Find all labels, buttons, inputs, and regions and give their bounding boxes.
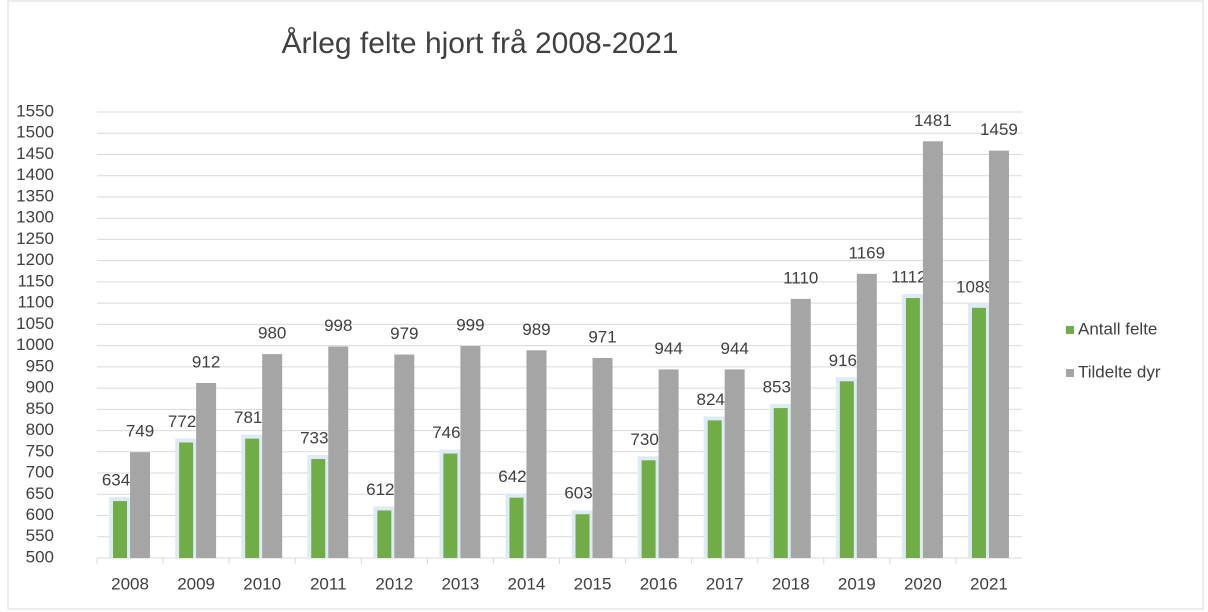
bar	[394, 354, 415, 558]
x-tick-label: 2011	[310, 574, 347, 593]
data-label: 971	[588, 327, 616, 346]
data-label: 733	[300, 429, 328, 448]
y-tick-label: 750	[26, 441, 54, 460]
bar	[526, 350, 547, 558]
data-label: 980	[258, 324, 286, 343]
bar	[922, 141, 943, 558]
y-tick-label: 650	[26, 484, 54, 503]
data-label: 749	[126, 422, 154, 441]
bar	[377, 510, 392, 558]
x-tick-label: 2010	[243, 574, 281, 593]
y-tick-label: 1250	[16, 229, 54, 248]
y-tick-label: 850	[26, 399, 54, 418]
data-label: 730	[630, 430, 658, 449]
bar	[262, 354, 283, 558]
y-tick-label: 1500	[16, 123, 54, 142]
bar	[311, 459, 326, 558]
data-label: 979	[390, 324, 418, 343]
x-tick-label: 2014	[508, 574, 546, 593]
bar	[509, 497, 524, 558]
data-label: 746	[432, 423, 460, 442]
data-label: 916	[829, 351, 857, 370]
y-tick-label: 1350	[16, 186, 54, 205]
data-label: 944	[720, 339, 748, 358]
data-label: 642	[498, 467, 526, 486]
bar	[971, 307, 986, 558]
bar	[724, 369, 745, 558]
y-tick-label: 1300	[16, 208, 54, 227]
y-tick-label: 550	[26, 526, 54, 545]
bar	[328, 346, 349, 558]
bar	[130, 452, 151, 558]
bar	[905, 298, 920, 558]
legend-swatch	[1066, 326, 1074, 334]
bar	[658, 369, 679, 558]
bar	[988, 150, 1009, 559]
y-tick-label: 1050	[16, 314, 54, 333]
bar	[856, 273, 877, 558]
y-tick-label: 900	[26, 378, 54, 397]
bar	[641, 460, 656, 558]
bar	[460, 346, 481, 558]
data-label: 634	[102, 471, 130, 490]
data-label: 1169	[849, 243, 886, 262]
x-tick-label: 2015	[574, 574, 612, 593]
y-tick-label: 1100	[17, 293, 54, 312]
data-label: 1112	[891, 268, 926, 287]
bar	[443, 453, 458, 558]
x-tick-label: 2016	[640, 574, 678, 593]
data-label: 612	[366, 480, 394, 499]
y-tick-label: 950	[26, 356, 54, 375]
bar	[179, 442, 194, 558]
legend-swatch	[1066, 369, 1074, 377]
chart-title: Årleg felte hjort frå 2008-2021	[282, 27, 679, 60]
bar	[839, 381, 854, 558]
y-tick-label: 500	[26, 547, 54, 566]
data-label: 912	[192, 352, 220, 371]
x-tick-label: 2017	[706, 574, 744, 593]
data-label: 944	[654, 339, 682, 358]
x-tick-label: 2019	[838, 574, 876, 593]
data-label: 1110	[783, 268, 818, 287]
bar	[113, 501, 128, 558]
y-tick-label: 600	[26, 505, 54, 524]
y-tick-label: 700	[26, 463, 54, 482]
x-tick-label: 2020	[904, 574, 942, 593]
y-tick-label: 1150	[17, 271, 54, 290]
bar	[592, 357, 613, 558]
y-tick-label: 1000	[16, 335, 54, 354]
x-tick-label: 2018	[772, 574, 810, 593]
data-label: 824	[696, 390, 724, 409]
data-label: 989	[522, 320, 550, 339]
data-label: 998	[324, 316, 352, 335]
y-tick-label: 1550	[16, 101, 54, 120]
data-label: 1089	[956, 277, 994, 296]
data-label: 603	[564, 484, 592, 503]
y-tick-label: 1450	[16, 144, 54, 163]
x-tick-label: 2013	[441, 574, 479, 593]
data-label: 772	[168, 412, 196, 431]
bar	[245, 438, 260, 558]
x-tick-label: 2009	[177, 574, 215, 593]
x-tick-label: 2008	[111, 574, 149, 593]
bar	[773, 408, 788, 558]
legend-label: Tildelte dyr	[1078, 362, 1161, 381]
y-tick-label: 1400	[16, 165, 54, 184]
bar	[575, 514, 590, 558]
data-label: 853	[763, 378, 791, 397]
x-tick-label: 2012	[375, 574, 413, 593]
x-tick-label: 2021	[970, 574, 1008, 593]
y-tick-label: 1200	[16, 250, 54, 269]
bar	[790, 298, 811, 558]
data-label: 781	[234, 408, 262, 427]
legend-label: Antall felte	[1078, 319, 1157, 338]
bar	[196, 382, 217, 558]
data-label: 1459	[980, 120, 1018, 139]
data-label: 1481	[914, 111, 952, 130]
data-label: 999	[456, 316, 484, 335]
y-tick-label: 800	[26, 420, 54, 439]
bar	[707, 420, 722, 558]
